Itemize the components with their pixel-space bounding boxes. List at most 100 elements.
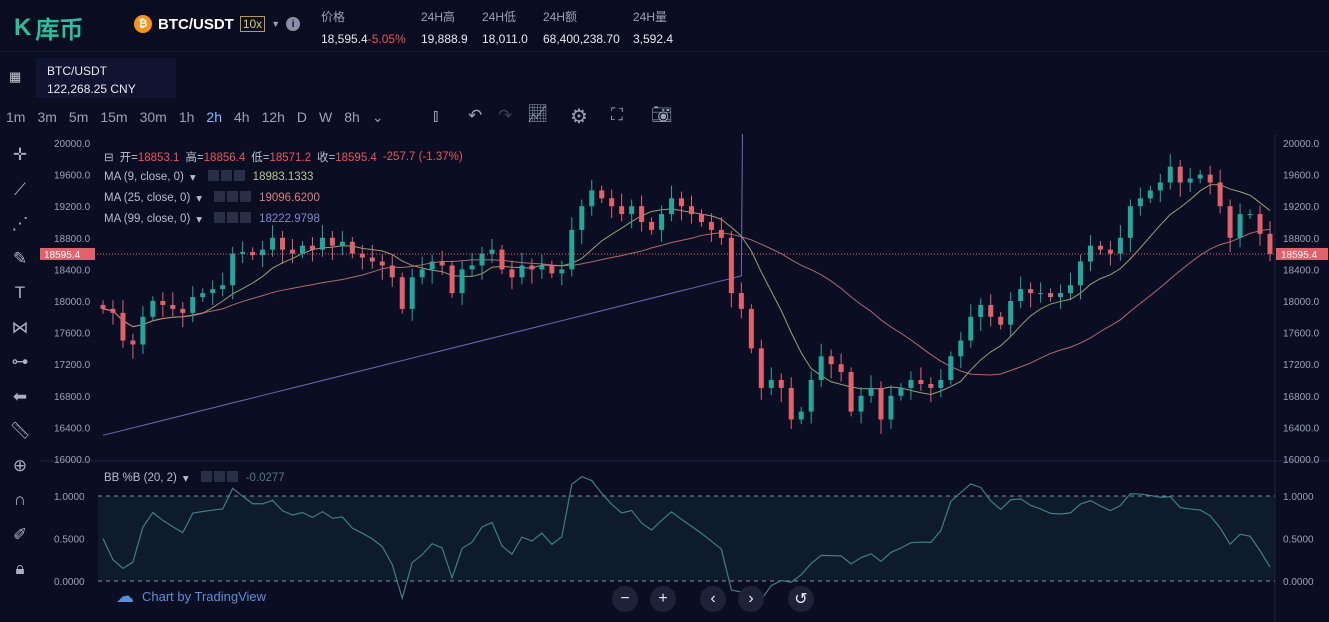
candle-body [1008, 301, 1014, 325]
candle-body [489, 249, 495, 254]
timeframe-1m[interactable]: 1m [6, 109, 26, 125]
candle [968, 304, 974, 348]
candle-body [748, 308, 754, 349]
candle-body [1187, 178, 1193, 183]
camera-icon[interactable]: 📷︎ [651, 105, 673, 124]
candle [718, 217, 724, 245]
ma9-legend[interactable]: MA (9, close, 0) ▾ 18983.1333 [104, 170, 314, 184]
candle-body [449, 265, 455, 294]
candle-body [698, 214, 704, 222]
timeframe-2h[interactable]: 2h [206, 109, 222, 125]
candle-body [808, 380, 814, 412]
candle [130, 333, 136, 359]
candle-body [1177, 166, 1183, 183]
price-tick-label: 18400.0 [1283, 265, 1320, 276]
timeframe-D[interactable]: D [296, 109, 308, 125]
left-bb-tick-label: 0.5000 [54, 535, 85, 546]
timeframe-5m[interactable]: 5m [68, 109, 89, 125]
candle-body [609, 198, 615, 207]
chevron-down-icon[interactable]: ▼ [271, 19, 281, 29]
magnet-icon[interactable]: ∩ [13, 490, 27, 510]
left-price-label: 18595.4 [44, 250, 81, 261]
trendline-icon[interactable]: ⟋ [14, 179, 26, 199]
ruler-icon[interactable]: 📏︎ [9, 421, 31, 441]
price-chart[interactable]: 20000.0 20000.0 19600.0 19600.0 19200.0 19200… [40, 134, 1329, 622]
timeframe-1h[interactable]: 1h [178, 109, 195, 125]
candle [559, 260, 565, 286]
measure-icon[interactable]: ⊶ [11, 352, 29, 372]
bb-legend[interactable]: BB %B (20, 2) ▾ -0.0277 [104, 471, 285, 485]
candle-body [958, 340, 964, 357]
left-price-tick-label: 18400.0 [54, 265, 91, 276]
indicator-icon[interactable]: 📈︎ [527, 104, 549, 123]
logo[interactable]: K 库币 [14, 13, 84, 45]
candle-body [509, 269, 515, 278]
candle-body [569, 229, 575, 270]
candle [200, 288, 206, 302]
ma25-legend[interactable]: MA (25, close, 0) ▾ 19096.6200 [104, 191, 320, 205]
fib-icon[interactable]: ⋰ [11, 214, 29, 234]
timeframe-3m[interactable]: 3m [37, 109, 57, 125]
candle-body [349, 241, 355, 254]
layout-grid-icon[interactable]: ▦ [9, 69, 22, 84]
left-price-tick-label: 20000.0 [54, 139, 91, 150]
candle-body [1038, 293, 1044, 295]
zoom-in-button[interactable]: + [650, 586, 676, 612]
candle [599, 185, 605, 204]
candle-body [589, 190, 595, 207]
timeframe-15m[interactable]: 15m [100, 109, 128, 125]
candle-body [1137, 198, 1143, 207]
left-price-tick-label: 19200.0 [54, 202, 91, 213]
candle [918, 367, 924, 392]
candle-body [280, 237, 286, 250]
redo-icon[interactable]: ↷ [498, 106, 513, 125]
zoom-in-icon[interactable]: ⊕ [12, 455, 28, 475]
scroll-right-button[interactable]: › [738, 586, 764, 612]
crosshair-icon[interactable]: ✛ [12, 145, 28, 165]
candle [479, 246, 485, 280]
candle [988, 294, 994, 327]
top-bar: K 库币 ₿ BTC/USDT 10x ▼ i 价格 18,595.4-5.05% 24H高… [0, 0, 1329, 52]
reset-button[interactable]: ↺ [788, 586, 814, 612]
tradingview-attribution[interactable]: ☁ Chart by TradingView [116, 586, 267, 606]
timeframe-dropdown-icon[interactable]: ⌄ [371, 108, 384, 125]
candle-body [140, 316, 146, 345]
candle [389, 254, 395, 287]
fullscreen-icon[interactable]: ⛶ [611, 105, 623, 124]
ma99-legend[interactable]: MA (99, close, 0) ▾ 18222.9798 [104, 212, 320, 226]
candle [489, 238, 495, 264]
undo-icon[interactable]: ↶ [468, 106, 483, 125]
candle [1137, 187, 1143, 216]
collapse-icon[interactable]: ⊟ [104, 152, 114, 164]
candle [270, 225, 276, 257]
candle [180, 302, 186, 328]
brush-icon[interactable]: ✎ [12, 248, 28, 268]
candle [160, 292, 166, 317]
left-price-tick-label: 18000.0 [54, 297, 91, 308]
candle-body [190, 297, 196, 313]
pair-selector[interactable]: ₿ BTC/USDT 10x ▼ i [134, 15, 301, 33]
text-icon[interactable]: T [14, 283, 26, 303]
timeframe-W[interactable]: W [319, 109, 333, 125]
scroll-left-button[interactable]: ‹ [700, 586, 726, 612]
candle-body [210, 289, 216, 294]
zoom-out-button[interactable]: − [612, 586, 638, 612]
timeframe-8h[interactable]: 8h [344, 109, 360, 125]
candle [519, 252, 525, 285]
pattern-icon[interactable]: ⋈ [11, 317, 29, 337]
candle-body [1237, 214, 1243, 238]
timeframe-30m[interactable]: 30m [139, 109, 167, 125]
candle-body [299, 245, 305, 254]
lock-icon[interactable]: 🔒︎ [15, 559, 25, 579]
candle-body [688, 206, 694, 215]
candle [858, 387, 864, 424]
candles-icon[interactable]: ⫾ [433, 106, 439, 125]
back-arrow-icon[interactable]: ⬅ [12, 386, 28, 406]
settings-icon[interactable]: ⚙ [570, 106, 588, 128]
timeframe-4h[interactable]: 4h [233, 109, 250, 125]
info-icon[interactable]: i [286, 17, 301, 31]
candle [758, 339, 764, 400]
candle-body [250, 252, 256, 256]
lock-draw-icon[interactable]: ✐ [12, 524, 28, 544]
timeframe-12h[interactable]: 12h [261, 109, 285, 125]
